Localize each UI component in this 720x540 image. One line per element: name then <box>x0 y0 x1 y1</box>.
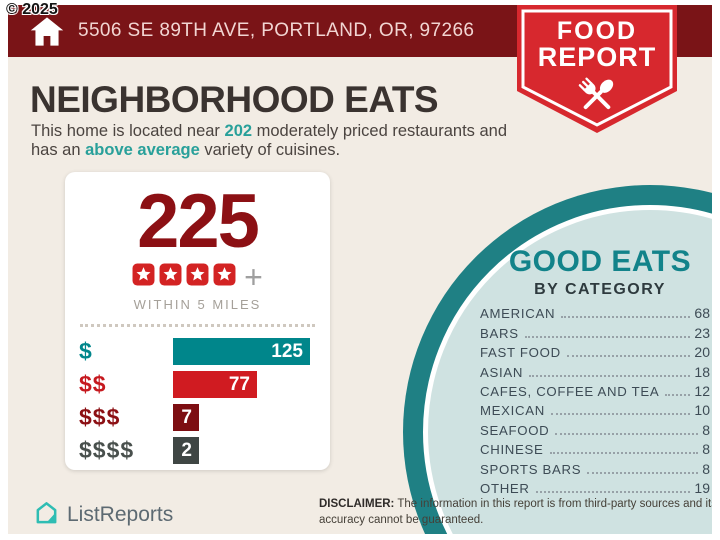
category-count: 8 <box>702 460 710 477</box>
category-name: MEXICAN <box>480 403 545 419</box>
price-tier-label: $ <box>79 338 93 364</box>
category-count: 20 <box>694 344 710 361</box>
category-name: BARS <box>480 325 519 341</box>
category-count: 8 <box>702 441 710 458</box>
category-name: SPORTS BARS <box>480 461 582 477</box>
category-row: CHINESE 8 <box>480 438 710 457</box>
category-row: AMERICAN 68 <box>480 302 710 321</box>
dotted-divider <box>80 324 315 327</box>
plus-sign: + <box>244 259 263 295</box>
badge-title-line1: FOOD <box>556 17 638 45</box>
disclaimer: DISCLAIMER: The information in this repo… <box>319 497 712 528</box>
price-tier-label: $$$$ <box>79 437 135 463</box>
price-bar: 7 <box>173 404 199 431</box>
dotted-leader <box>665 393 691 396</box>
dotted-leader <box>566 355 691 358</box>
category-name: CHINESE <box>480 442 544 458</box>
category-count: 23 <box>694 324 710 341</box>
summary-mid: moderately priced restaurants and has an <box>31 122 508 159</box>
price-bar-chart: $125 $$ 77 $$$ 7 $$$$ 2 <box>65 338 330 464</box>
dotted-leader <box>587 471 699 474</box>
good-eats-title: GOOD EATS <box>508 245 692 278</box>
restaurant-stats-card: 225 + WITHIN 5 MILES $125 $$ 77 $$$ 7 $$$$ 2 <box>65 172 330 470</box>
restaurant-count: 202 <box>224 122 253 140</box>
dotted-leader <box>524 335 691 338</box>
home-icon <box>30 16 64 47</box>
dotted-leader <box>555 432 699 435</box>
disclaimer-text: The information in this report is from t… <box>319 498 712 526</box>
summary-text: This home is located near 202 moderately… <box>31 122 515 160</box>
house-pentagon-icon <box>33 499 60 531</box>
category-name: SEAFOOD <box>480 422 550 438</box>
category-count: 10 <box>694 402 710 419</box>
category-row: MEXICAN 10 <box>480 399 710 418</box>
good-eats-header: GOOD EATS BY CATEGORY <box>482 245 712 299</box>
radius-caption: WITHIN 5 MILES <box>133 297 262 312</box>
category-name: AMERICAN <box>480 306 556 322</box>
category-row: SEAFOOD 8 <box>480 418 710 438</box>
category-row: BARS 23 <box>480 321 710 341</box>
price-tier-label: $$$ <box>79 404 121 430</box>
badge-title-line2: REPORT <box>537 42 657 72</box>
category-count: 19 <box>694 479 710 496</box>
category-row: OTHER 19 <box>480 477 710 496</box>
category-row: SPORTS BARS 8 <box>480 457 710 477</box>
star-rating: + <box>65 259 330 295</box>
category-count: 18 <box>694 363 710 380</box>
dotted-leader <box>549 452 699 455</box>
category-row: CAFES, COFFEE AND TEA 12 <box>480 380 710 399</box>
total-restaurants: 225 <box>137 179 260 264</box>
dotted-leader <box>561 316 691 319</box>
property-address: 5506 SE 89TH AVE, PORTLAND, OR, 97266 <box>78 20 475 41</box>
category-count: 12 <box>694 382 710 399</box>
category-name: CAFES, COFFEE AND TEA <box>480 383 660 399</box>
dotted-leader <box>550 413 691 416</box>
dotted-leader <box>529 374 691 377</box>
star-icon <box>213 263 236 291</box>
ribbon-shape <box>517 5 677 133</box>
price-bar: 77 <box>173 371 257 398</box>
star-icon <box>186 263 209 291</box>
category-row: FAST FOOD 20 <box>480 341 710 360</box>
category-row: ASIAN 18 <box>480 360 710 380</box>
good-eats-subtitle: BY CATEGORY <box>534 281 666 298</box>
copyright-watermark: © 2025 <box>6 1 58 18</box>
page-title: NEIGHBORHOOD EATS <box>30 79 439 120</box>
star-icon <box>132 263 155 291</box>
category-name: FAST FOOD <box>480 345 561 361</box>
report-canvas: 5506 SE 89TH AVE, PORTLAND, OR, 97266 FO… <box>8 5 712 534</box>
summary-post: variety of cuisines. <box>199 141 341 159</box>
category-name: OTHER <box>480 480 530 496</box>
disclaimer-label: DISCLAIMER: <box>319 498 395 510</box>
price-bar-row: $125 <box>79 338 330 365</box>
price-bar: 125 <box>173 338 310 365</box>
logo-text: ListReports <box>67 503 174 526</box>
food-report-badge: FOOD REPORT <box>517 5 677 135</box>
dotted-leader <box>535 490 691 493</box>
category-count: 68 <box>694 305 710 322</box>
price-bar-row: $$$ 7 <box>79 404 330 431</box>
price-bar-row: $$ 77 <box>79 371 330 398</box>
star-icon <box>159 263 182 291</box>
category-list: AMERICAN 68 BARS 23 FAST FOOD 20 ASIAN 18 CAFES,… <box>480 302 710 496</box>
category-name: ASIAN <box>480 364 524 380</box>
summary-pre: This home is located near <box>31 122 225 140</box>
price-bar: 2 <box>173 437 199 464</box>
listreports-logo: ListReports <box>33 499 173 531</box>
fork-and-spoon-icon <box>570 67 624 126</box>
price-bar-row: $$$$ 2 <box>79 437 330 464</box>
variety-highlight: above average <box>85 141 200 159</box>
price-tier-label: $$ <box>79 371 107 397</box>
category-count: 8 <box>702 421 710 438</box>
